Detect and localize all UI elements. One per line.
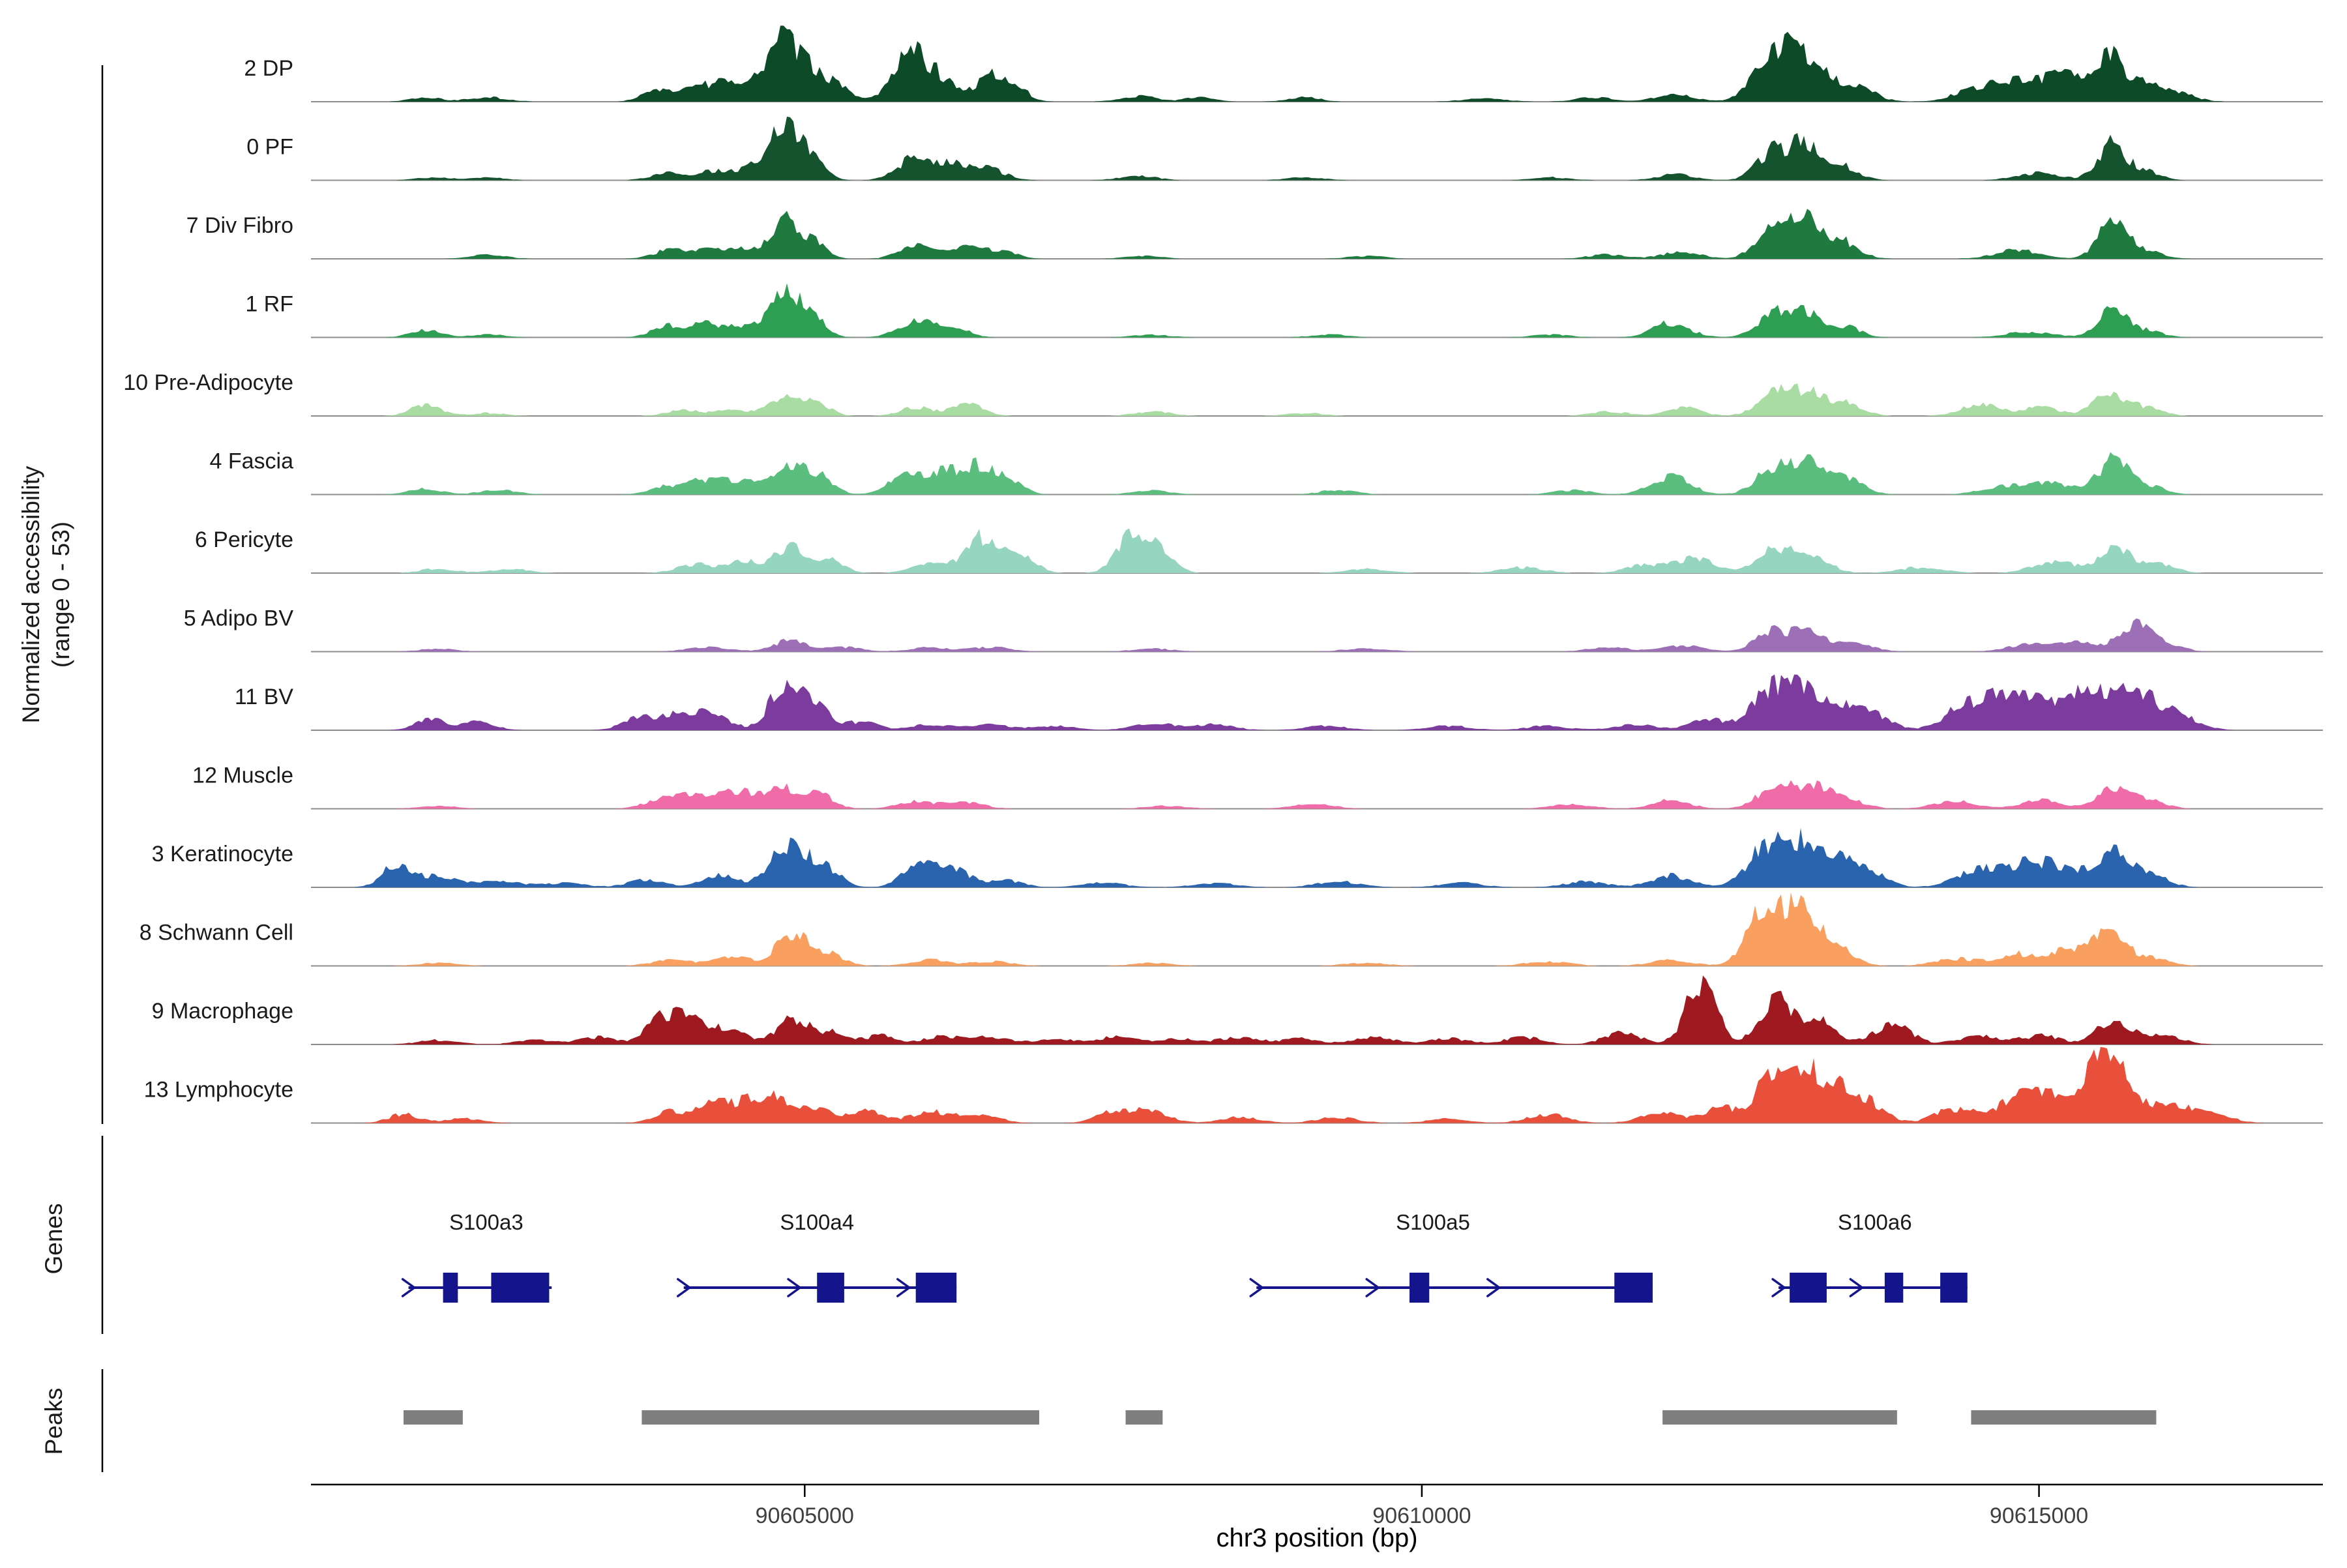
exon — [915, 1273, 957, 1303]
signal-area — [311, 892, 2323, 966]
track-label: 10 Pre-Adipocyte — [123, 370, 293, 395]
signal-area — [311, 975, 2323, 1044]
signal-area — [311, 209, 2323, 259]
signal-area — [311, 780, 2323, 809]
track-9-macrophage: 9 Macrophage — [152, 975, 2323, 1045]
track-label: 1 RF — [245, 292, 293, 317]
track-2-dp: 2 DP — [244, 25, 2323, 102]
signal-area — [311, 383, 2323, 416]
track-10-pre-adipocyte: 10 Pre-Adipocyte — [123, 370, 2323, 417]
track-8-schwann-cell: 8 Schwann Cell — [140, 892, 2323, 967]
strand-arrow-icon — [677, 1278, 692, 1297]
exon — [443, 1273, 458, 1303]
track-0-pf: 0 PF — [246, 116, 2323, 181]
x-axis-tick-label: 90605000 — [756, 1503, 854, 1528]
gene-label: S100a5 — [1396, 1210, 1470, 1234]
exon — [1614, 1273, 1653, 1303]
exon — [491, 1273, 550, 1303]
signal-area — [311, 1046, 2323, 1123]
peak-bar — [1125, 1410, 1163, 1425]
track-3-keratinocyte: 3 Keratinocyte — [152, 827, 2323, 888]
track-label: 11 BV — [235, 685, 293, 709]
peaks-section-label: Peaks — [40, 1388, 67, 1455]
signal-area — [311, 283, 2323, 338]
peak-bar — [642, 1410, 1040, 1425]
strand-arrow-icon — [1486, 1278, 1501, 1297]
track-label: 4 Fascia — [210, 449, 294, 474]
genes-section-label: Genes — [40, 1203, 67, 1274]
peak-bar — [403, 1410, 463, 1425]
strand-arrow-icon — [1365, 1278, 1381, 1297]
track-label: 8 Schwann Cell — [140, 921, 293, 945]
x-axis-tick-label: 90615000 — [1990, 1503, 2088, 1528]
track-12-muscle: 12 Muscle — [192, 763, 2323, 810]
x-axis: 90605000 90610000 90615000 — [311, 1483, 2323, 1528]
signal-area — [311, 528, 2323, 573]
x-axis-title: chr3 position (bp) — [1216, 1524, 1417, 1552]
gene-label: S100a6 — [1838, 1210, 1912, 1234]
gene-label: S100a4 — [780, 1210, 854, 1234]
track-4-fascia: 4 Fascia — [210, 449, 2323, 496]
track-13-lymphocyte: 13 Lymphocyte — [144, 1046, 2323, 1124]
exon — [1790, 1273, 1827, 1303]
exon — [1409, 1273, 1430, 1303]
strand-arrow-icon — [1849, 1278, 1865, 1297]
signal-area — [311, 827, 2323, 887]
track-1-rf: 1 RF — [245, 283, 2323, 338]
track-label: 9 Macrophage — [152, 999, 293, 1024]
track-label: 2 DP — [244, 56, 293, 81]
strand-arrow-icon — [1249, 1278, 1265, 1297]
exon — [1940, 1273, 1968, 1303]
peak-bar — [1662, 1410, 1897, 1425]
y-axis-label-line2: (range 0 - 53) — [48, 522, 74, 668]
y-axis-label-line1: Normalized accessibility — [18, 466, 44, 723]
signal-area — [311, 25, 2323, 102]
track-label: 7 Div Fibro — [186, 213, 293, 238]
gene-label: S100a3 — [449, 1210, 524, 1234]
gene-S100a5: S100a5 — [1249, 1210, 1653, 1303]
x-axis-tick-label: 90610000 — [1372, 1503, 1471, 1528]
track-label: 3 Keratinocyte — [152, 842, 293, 866]
track-11-bv: 11 BV — [235, 674, 2323, 731]
peak-bars — [403, 1410, 2157, 1425]
gene-S100a6: S100a6 — [1771, 1210, 1968, 1303]
signal-area — [311, 452, 2323, 495]
signal-area — [311, 116, 2323, 181]
track-6-pericyte: 6 Pericyte — [195, 527, 2323, 574]
exon — [1884, 1273, 1904, 1303]
track-label: 12 Muscle — [192, 763, 293, 788]
strand-arrow-icon — [896, 1278, 911, 1297]
track-label: 0 PF — [246, 135, 293, 160]
track-label: 6 Pericyte — [195, 527, 293, 552]
strand-arrow-icon — [787, 1278, 803, 1297]
coverage-tracks: 2 DP 0 PF 7 Div Fibro 1 RF 10 Pre-Adipocyte 4… — [123, 25, 2323, 1124]
strand-arrow-icon — [1771, 1278, 1787, 1297]
strand-arrow-icon — [401, 1278, 417, 1297]
exon — [817, 1273, 844, 1303]
gene-models: S100a3 S100a4 S100a5 S100a6 — [401, 1210, 1968, 1303]
peak-bar — [1971, 1410, 2157, 1425]
track-label: 5 Adipo BV — [184, 606, 294, 631]
gene-S100a3: S100a3 — [401, 1210, 552, 1303]
track-label: 13 Lymphocyte — [144, 1078, 293, 1102]
gene-S100a4: S100a4 — [677, 1210, 957, 1303]
track-5-adipo-bv: 5 Adipo BV — [184, 606, 2323, 653]
track-7-div-fibro: 7 Div Fibro — [186, 209, 2323, 259]
signal-area — [311, 618, 2323, 652]
signal-area — [311, 674, 2323, 730]
